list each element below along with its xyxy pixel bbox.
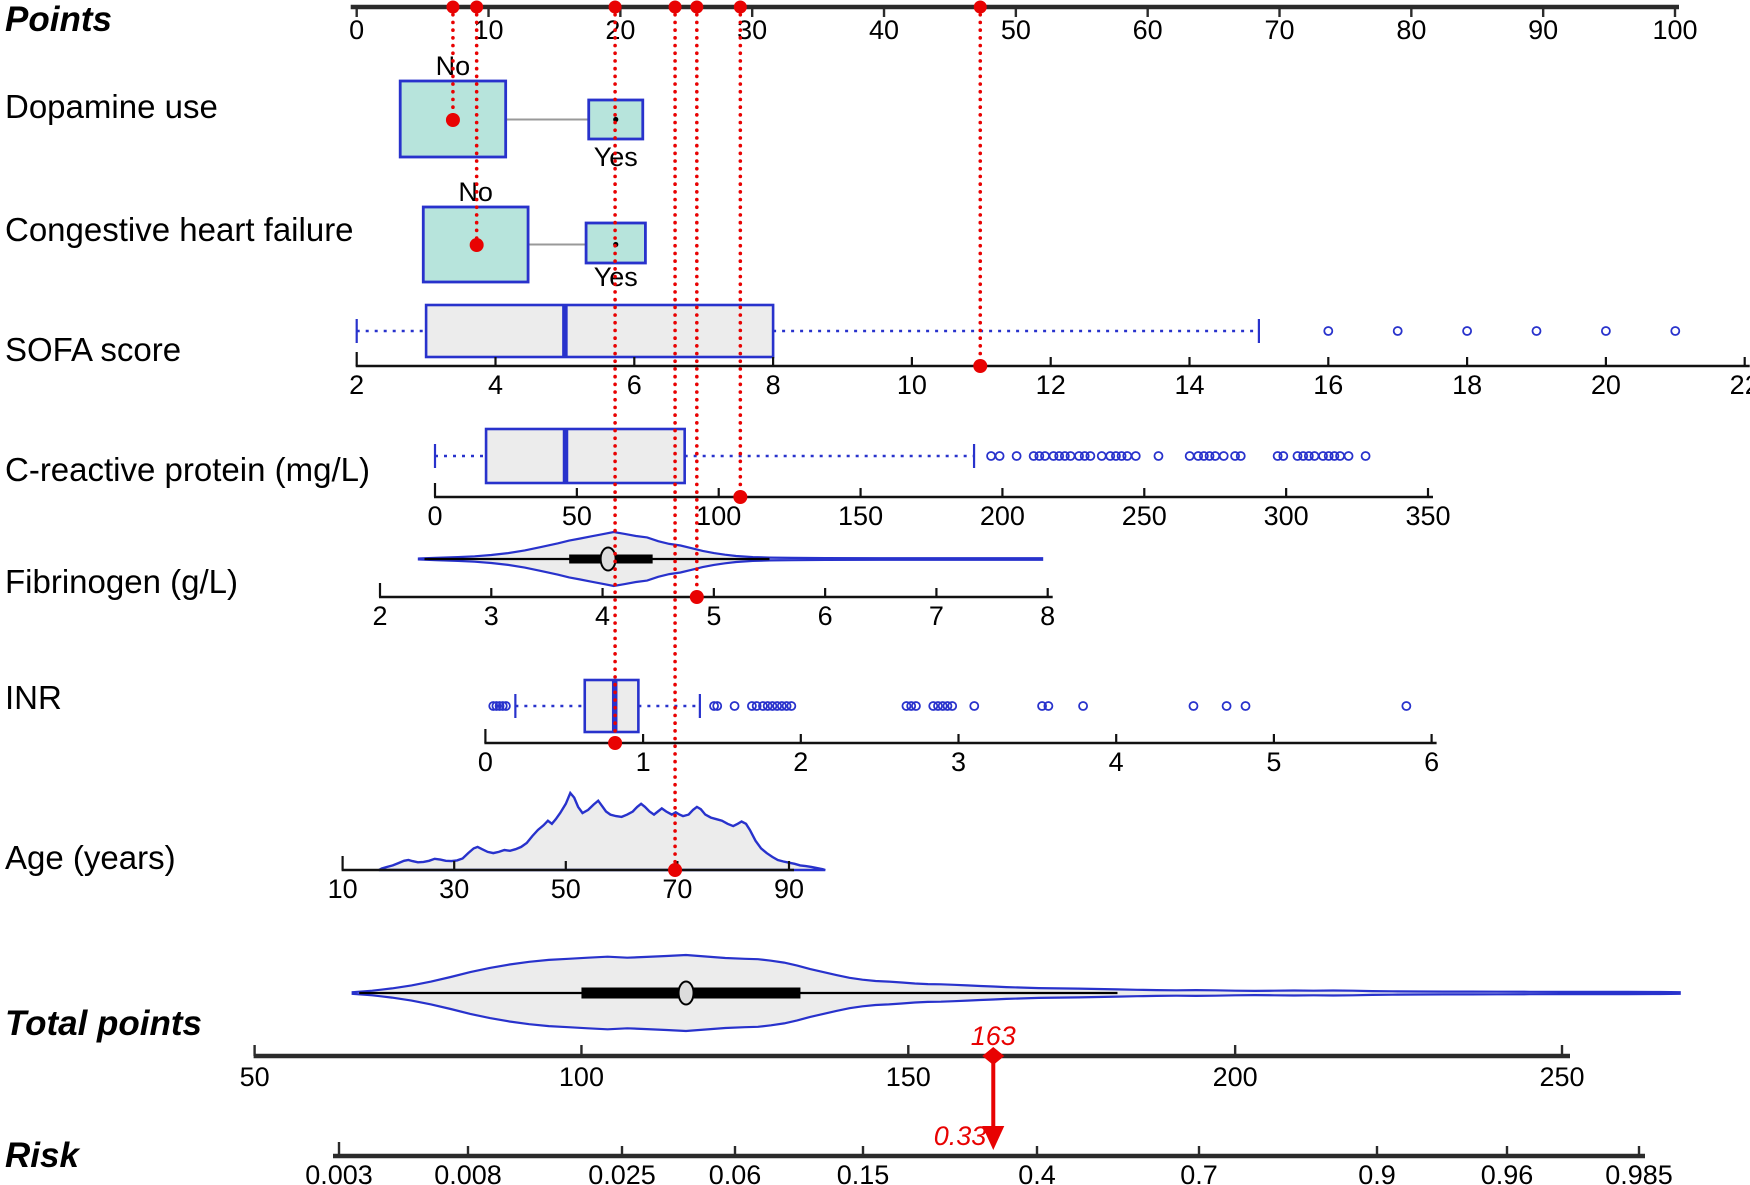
svg-text:0.9: 0.9 [1358,1160,1396,1185]
svg-text:4: 4 [1109,747,1124,777]
svg-text:70: 70 [1264,15,1294,45]
svg-text:200: 200 [1213,1062,1258,1092]
svg-text:14: 14 [1174,370,1204,400]
svg-text:6: 6 [627,370,642,400]
svg-text:18: 18 [1452,370,1482,400]
row-label-fibrinogen: Fibrinogen (g/L) [5,563,238,600]
svg-text:0.06: 0.06 [709,1160,762,1185]
svg-text:100: 100 [1652,15,1697,45]
svg-text:0.008: 0.008 [434,1160,502,1185]
svg-text:100: 100 [559,1062,604,1092]
svg-text:0: 0 [478,747,493,777]
svg-text:10: 10 [328,874,358,904]
svg-text:0.96: 0.96 [1481,1160,1534,1185]
row-label-crp: C-reactive protein (mg/L) [5,451,370,488]
svg-text:1: 1 [636,747,651,777]
svg-text:50: 50 [551,874,581,904]
svg-text:20: 20 [1591,370,1621,400]
svg-text:250: 250 [1122,501,1167,531]
row-label-sofa: SOFA score [5,331,182,368]
row-label-age: Age (years) [5,839,176,876]
svg-text:163: 163 [971,1021,1016,1051]
prediction-marker: 163 0.33 [934,1021,1016,1151]
svg-text:5: 5 [706,601,721,631]
svg-text:7: 7 [929,601,944,631]
row-sofa: 2 4 6 8 10 12 14 16 18 20 22 [349,303,1750,400]
svg-text:16: 16 [1313,370,1343,400]
svg-text:2: 2 [349,370,364,400]
svg-text:80: 80 [1396,15,1426,45]
svg-text:5: 5 [1266,747,1281,777]
svg-text:22: 22 [1730,370,1750,400]
row-label-total-points: Total points [5,1004,203,1043]
svg-text:2: 2 [793,747,808,777]
svg-text:12: 12 [1036,370,1066,400]
svg-text:50: 50 [1001,15,1031,45]
svg-text:10: 10 [897,370,927,400]
row-inr: 0 1 2 3 4 5 6 [478,678,1439,777]
svg-text:4: 4 [488,370,503,400]
svg-text:4: 4 [595,601,610,631]
svg-text:70: 70 [662,874,692,904]
svg-text:90: 90 [774,874,804,904]
svg-text:100: 100 [696,501,741,531]
reference-lines [445,0,988,877]
svg-text:150: 150 [886,1062,931,1092]
svg-text:40: 40 [869,15,899,45]
svg-text:6: 6 [818,601,833,631]
svg-text:0.15: 0.15 [837,1160,890,1185]
svg-text:20: 20 [605,15,635,45]
points-axis: 0 10 20 30 40 50 60 70 80 90 100 [349,4,1698,45]
svg-text:200: 200 [980,501,1025,531]
row-fibrinogen: 2 3 4 5 6 7 8 [372,530,1055,631]
svg-text:3: 3 [484,601,499,631]
svg-text:0.003: 0.003 [305,1160,373,1185]
svg-text:150: 150 [838,501,883,531]
svg-text:30: 30 [737,15,767,45]
row-label-inr: INR [5,679,62,716]
svg-text:10: 10 [474,15,504,45]
svg-text:60: 60 [1133,15,1163,45]
svg-text:8: 8 [766,370,781,400]
svg-text:30: 30 [439,874,469,904]
svg-text:0.7: 0.7 [1180,1160,1218,1185]
svg-text:250: 250 [1539,1062,1584,1092]
svg-text:0.33: 0.33 [934,1121,987,1151]
svg-text:300: 300 [1264,501,1309,531]
svg-text:50: 50 [562,501,592,531]
svg-text:6: 6 [1424,747,1439,777]
svg-text:2: 2 [372,601,387,631]
row-label-dopamine: Dopamine use [5,88,218,125]
svg-text:350: 350 [1405,501,1450,531]
row-label-risk: Risk [5,1136,79,1175]
row-label-chf: Congestive heart failure [5,211,354,248]
row-total_points: 50 100 150 200 250 [240,953,1681,1092]
row-crp: 0 50 100 150 200 250 300 350 [427,427,1451,531]
svg-text:50: 50 [240,1062,270,1092]
svg-text:3: 3 [951,747,966,777]
row-label-points: Points [5,0,112,39]
svg-text:0.985: 0.985 [1605,1160,1673,1185]
svg-text:8: 8 [1040,601,1055,631]
svg-text:90: 90 [1528,15,1558,45]
svg-text:0: 0 [427,501,442,531]
svg-text:0: 0 [349,15,364,45]
svg-text:0.4: 0.4 [1018,1160,1056,1185]
risk-axis: 0.003 0.008 0.025 0.06 0.15 0.4 0.7 0.9 0.96 0.98… [305,1142,1673,1185]
row-age: 10 30 50 70 90 [328,790,826,904]
svg-text:0.025: 0.025 [588,1160,656,1185]
